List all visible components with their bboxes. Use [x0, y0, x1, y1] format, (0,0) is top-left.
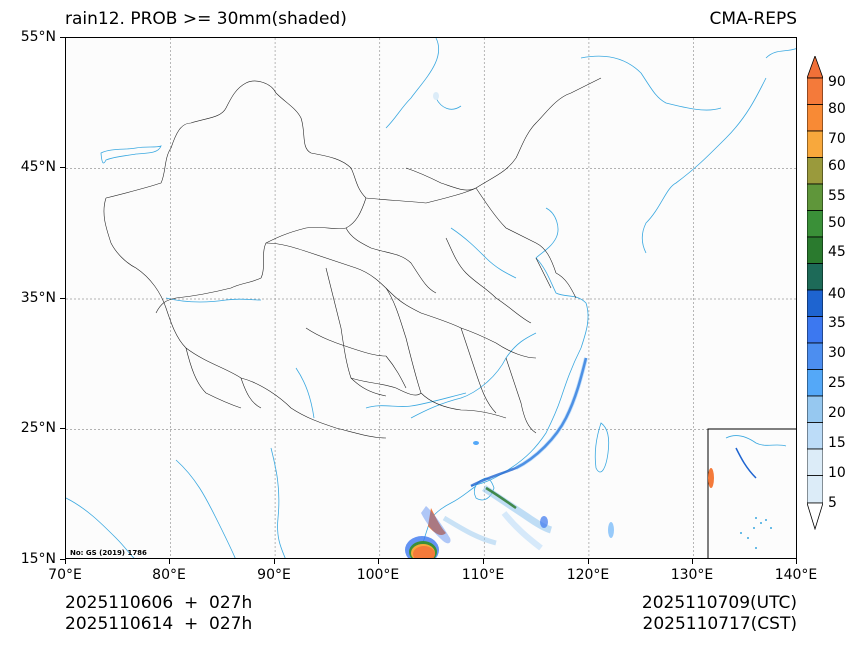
lon-label: 120°E	[566, 567, 610, 583]
lat-label: 45°N	[20, 159, 56, 175]
lon-label: 70°E	[48, 567, 82, 583]
colorbar-label: 25	[828, 375, 846, 391]
lat-label: 15°N	[20, 551, 56, 567]
lon-label: 90°E	[257, 567, 291, 583]
lat-label: 25°N	[20, 420, 56, 436]
colorbar-label: 35	[828, 315, 846, 331]
colorbar-label: 40	[828, 286, 846, 302]
colorbar-label: 50	[828, 215, 846, 231]
lat-tickmark	[60, 298, 65, 299]
colorbar-label: 10	[828, 465, 846, 481]
map-plot-area: No: GS (2019) 1786	[65, 37, 797, 559]
lon-label: 100°E	[356, 567, 400, 583]
lon-label: 110°E	[461, 567, 505, 583]
init-time-cst: 2025110614 + 027h	[65, 614, 253, 634]
coastlines	[66, 38, 796, 558]
colorbar-label: 20	[828, 405, 846, 421]
colorbar-extend-top	[807, 56, 823, 79]
gridlines	[66, 38, 796, 558]
init-time-block: 2025110606 + 027h 2025110614 + 027h	[65, 593, 252, 635]
colorbar-label: 90	[828, 74, 846, 90]
inset-map	[707, 428, 796, 558]
lat-tickmark	[60, 167, 65, 168]
lat-tickmark	[60, 559, 65, 560]
colorbar-label: 55	[828, 188, 846, 204]
lon-tickmark	[65, 559, 66, 564]
colorbar-label: 60	[828, 158, 846, 174]
colorbar-label: 5	[828, 495, 837, 511]
lon-tickmark	[378, 559, 379, 564]
borders	[103, 77, 602, 439]
colorbar-label: 15	[828, 435, 846, 451]
map-canvas	[66, 38, 796, 558]
lat-label: 35°N	[20, 290, 56, 306]
lon-label: 130°E	[670, 567, 714, 583]
lon-label: 80°E	[152, 567, 186, 583]
init-time-utc: 2025110606 + 027h	[65, 593, 253, 613]
lat-tickmark	[60, 428, 65, 429]
chart-title: rain12. PROB >= 30mm(shaded)	[65, 9, 347, 29]
colorbar-label: 30	[828, 345, 846, 361]
lon-tickmark	[796, 559, 797, 564]
lon-tickmark	[274, 559, 275, 564]
map-review-number: No: GS (2019) 1786	[70, 549, 147, 557]
colorbar	[807, 56, 823, 530]
lon-tickmark	[692, 559, 693, 564]
lat-label: 55°N	[20, 29, 56, 45]
valid-time-cst: 2025110717(CST)	[642, 614, 797, 634]
lon-tickmark	[169, 559, 170, 564]
valid-time-block: 2025110709(UTC) 2025110717(CST)	[642, 593, 797, 635]
lat-tickmark	[60, 37, 65, 38]
lon-label: 140°E	[774, 567, 818, 583]
lon-tickmark	[588, 559, 589, 564]
colorbar-extend-bottom	[807, 502, 823, 530]
precip-shading	[405, 92, 614, 558]
model-name: CMA-REPS	[709, 9, 797, 29]
colorbar-label: 45	[828, 244, 846, 260]
valid-time-utc: 2025110709(UTC)	[641, 593, 797, 613]
colorbar-label: 80	[828, 101, 846, 117]
lon-tickmark	[483, 559, 484, 564]
colorbar-label: 70	[828, 131, 846, 147]
